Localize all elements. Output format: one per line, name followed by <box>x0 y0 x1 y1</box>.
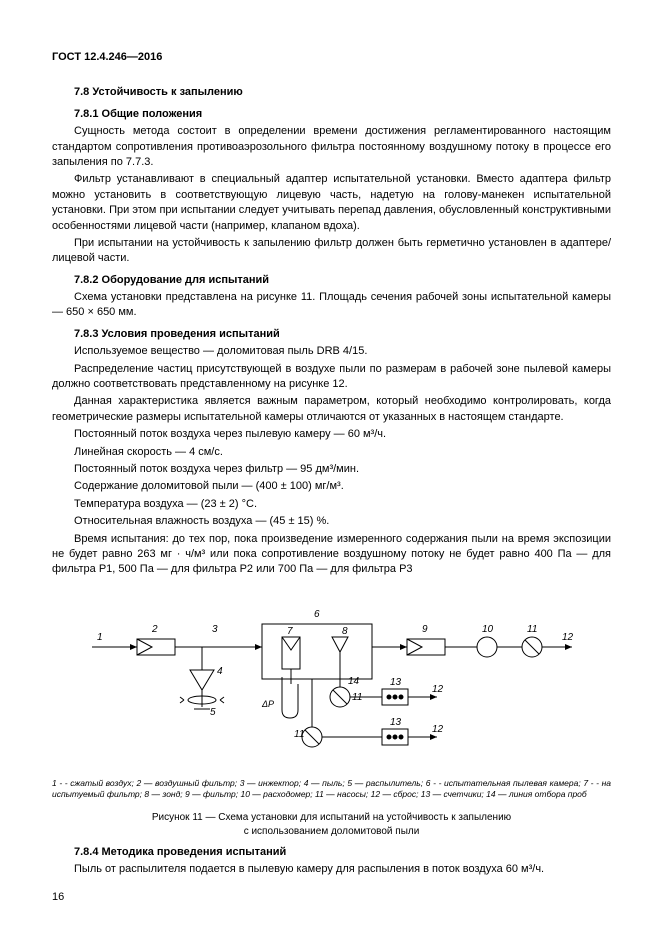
svg-text:4: 4 <box>217 666 223 677</box>
paragraph: Данная характеристика является важным па… <box>52 394 611 425</box>
paragraph: Относительная влажность воздуха — (45 ± … <box>52 514 611 529</box>
section-7-8-1-title: 7.8.1 Общие положения <box>52 107 611 122</box>
figure-caption-line2: с использованием доломитовой пыли <box>244 826 420 837</box>
svg-text:3: 3 <box>212 624 218 635</box>
paragraph: При испытании на устойчивость к запылени… <box>52 236 611 267</box>
paragraph: Температура воздуха — (23 ± 2) °C. <box>52 497 611 512</box>
figure-caption: Рисунок 11 — Схема установки для испытан… <box>52 811 611 839</box>
svg-text:12: 12 <box>432 724 444 735</box>
figure-11-diagram: 1 2 3 4 5 6 7 <box>82 592 582 772</box>
svg-text:1: 1 <box>97 632 103 643</box>
svg-text:ΔP: ΔP <box>261 699 274 709</box>
paragraph: Время испытания: до тех пор, пока произв… <box>52 532 611 578</box>
section-7-8-3-title: 7.8.3 Условия проведения испытаний <box>52 327 611 342</box>
page-number: 16 <box>52 890 64 905</box>
svg-text:6: 6 <box>314 609 320 620</box>
svg-text:12: 12 <box>562 632 574 643</box>
paragraph: Пыль от распылителя подается в пылевую к… <box>52 862 611 877</box>
svg-text:8: 8 <box>342 626 348 637</box>
paragraph: Содержание доломитовой пыли — (400 ± 100… <box>52 479 611 494</box>
svg-text:2: 2 <box>151 624 158 635</box>
paragraph: Сущность метода состоит в определении вр… <box>52 124 611 170</box>
svg-text:7: 7 <box>287 626 293 637</box>
paragraph: Постоянный поток воздуха через пылевую к… <box>52 427 611 442</box>
paragraph: Фильтр устанавливают в специальный адапт… <box>52 172 611 234</box>
svg-text:13: 13 <box>390 717 402 728</box>
paragraph: Постоянный поток воздуха через фильтр — … <box>52 462 611 477</box>
svg-text:14: 14 <box>348 676 360 687</box>
section-7-8-title: 7.8 Устойчивость к запылению <box>52 85 611 100</box>
section-7-8-4-title: 7.8.4 Методика проведения испытаний <box>52 845 611 860</box>
svg-text:11: 11 <box>294 729 304 740</box>
section-7-8-2-title: 7.8.2 Оборудование для испытаний <box>52 273 611 288</box>
paragraph: Линейная скорость — 4 см/с. <box>52 445 611 460</box>
svg-text:9: 9 <box>422 624 428 635</box>
paragraph: Распределение частиц присутствующей в во… <box>52 362 611 393</box>
svg-text:11: 11 <box>527 624 537 635</box>
figure-caption-line1: Рисунок 11 — Схема установки для испытан… <box>152 812 511 823</box>
paragraph: Используемое вещество — доломитовая пыль… <box>52 344 611 359</box>
svg-text:5: 5 <box>210 707 216 718</box>
paragraph: Схема установки представлена на рисунке … <box>52 290 611 321</box>
figure-legend: 1 - - сжатый воздух; 2 — воздушный фильт… <box>52 778 611 801</box>
svg-text:10: 10 <box>482 624 494 635</box>
document-header: ГОСТ 12.4.246—2016 <box>52 50 611 65</box>
svg-text:12: 12 <box>432 684 444 695</box>
svg-text:13: 13 <box>390 677 402 688</box>
